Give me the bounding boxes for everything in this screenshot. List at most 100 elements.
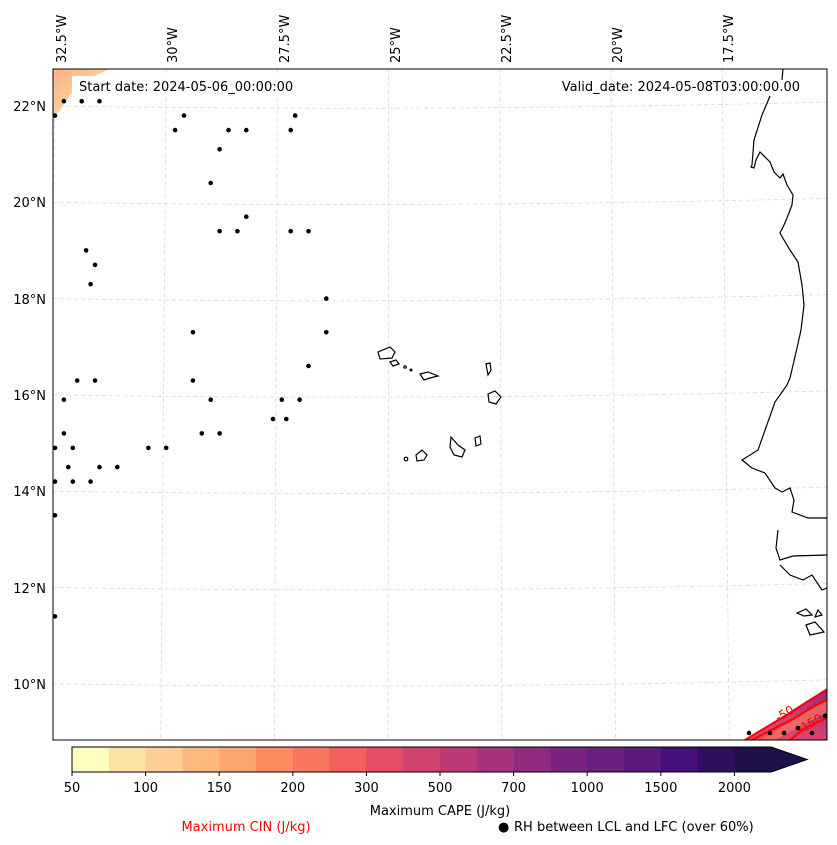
gridlines [53, 69, 827, 740]
parallel-gridline [53, 294, 827, 302]
rh-marker [190, 330, 196, 335]
rh-marker [97, 98, 102, 104]
cape-shading-se-band [760, 700, 827, 740]
cape-shading-nw [53, 69, 110, 118]
colorbar-cell [108, 747, 147, 772]
cin-contour-100 [751, 699, 827, 740]
rh-marker [181, 113, 187, 118]
rh-marker [146, 445, 151, 451]
cin-contour-50 [744, 689, 827, 740]
rh-marker [292, 113, 298, 118]
colorbar-cell [440, 747, 478, 772]
rh-marker [53, 445, 58, 451]
rh-marker [53, 614, 58, 619]
cape-verde-islands [377, 346, 502, 462]
valid-date-label: Valid_date: 2024-05-08T03:00:00.00 [562, 80, 800, 95]
island-boa-vista [487, 390, 502, 405]
island-sao-vicente [389, 359, 400, 367]
rh-marker [244, 214, 249, 219]
island-fogo [415, 449, 428, 462]
rh-marker [288, 228, 294, 234]
rh-marker [70, 445, 76, 451]
island-islet [409, 368, 413, 372]
colorbar-tick-label: 150 [207, 781, 232, 796]
colorbar-tick-label: 500 [428, 781, 453, 796]
latitude-labels: 22°N 20°N 18°N 16°N 14°N 12°N 10°N [13, 100, 46, 693]
colorbar-cell [403, 747, 441, 772]
colorbar-cell [256, 747, 294, 772]
colorbar-cell [292, 747, 331, 772]
island-brava [403, 456, 409, 462]
coastline-gambia [775, 529, 827, 561]
colorbar-cell [329, 747, 367, 772]
coastline-mauritania-senegal [740, 69, 827, 519]
rh-marker [279, 397, 285, 403]
rh-marker [235, 228, 240, 234]
rh-marker [70, 479, 76, 484]
rh-marker [244, 127, 249, 133]
colorbar-cell [476, 747, 515, 772]
rh-legend-symbol: ● [498, 820, 509, 835]
rh-marker [306, 228, 311, 234]
rh-marker [61, 98, 67, 104]
rh-marker [79, 98, 84, 104]
colorbar-extend-arrow [771, 747, 808, 772]
rh-marker [74, 378, 80, 383]
parallel-gridline [53, 486, 827, 494]
rh-marker [270, 416, 276, 422]
colorbar-cell [219, 747, 257, 772]
parallel-gridline [53, 101, 827, 109]
rh-markers [53, 98, 827, 736]
rh-marker [66, 464, 71, 470]
lat-label: 20°N [13, 196, 46, 211]
colorbar: 50 100 150 200 300 500 700 1000 1500 2000 Maximum… [64, 746, 809, 819]
colorbar-tick-label: 2000 [718, 781, 751, 796]
island-sal [485, 362, 492, 377]
lat-label: 12°N [13, 582, 46, 597]
rh-marker [767, 730, 773, 736]
parallel-gridline [53, 197, 827, 205]
colorbar-cell [145, 747, 183, 772]
start-date-label: Start date: 2024-05-06_00:00:00 [79, 80, 293, 95]
rh-marker [88, 479, 93, 484]
colorbar-title: Maximum CAPE (J/kg) [370, 804, 510, 819]
colorbar-tick-label: 50 [64, 781, 81, 796]
parallel-gridline [53, 390, 827, 398]
rh-marker [746, 730, 752, 736]
lat-label: 16°N [13, 389, 46, 404]
island-santiago [449, 435, 466, 458]
rh-marker [53, 513, 58, 518]
rh-marker [226, 127, 231, 133]
colorbar-outline [71, 746, 809, 773]
colorbar-cell [697, 747, 735, 772]
island-maio [474, 435, 482, 447]
lon-label: 32.5°W [55, 15, 70, 63]
colorbar-tick-label: 1500 [644, 781, 677, 796]
rh-marker [795, 725, 801, 731]
lat-label: 22°N [13, 100, 46, 115]
lon-label: 27.5°W [278, 15, 293, 63]
colorbar-cell [72, 747, 110, 772]
coastline-bijagos [795, 608, 826, 636]
rh-marker [163, 445, 169, 451]
colorbar-cell [182, 747, 220, 772]
coastline-guinea-bissau [779, 564, 827, 591]
rh-marker [324, 296, 329, 301]
colorbar-cell [660, 747, 699, 772]
rh-marker [190, 378, 196, 383]
parallel-gridline [53, 679, 827, 687]
island-sao-nicolau [419, 371, 440, 381]
lon-label: 17.5°W [722, 15, 737, 63]
colorbar-cell [550, 747, 588, 772]
map-frame [52, 68, 828, 741]
cin-contour-150 [789, 717, 827, 740]
cin-legend-label: Maximum CIN (J/kg) [181, 820, 310, 835]
rh-marker [61, 431, 67, 436]
rh-marker [809, 730, 815, 736]
rh-marker [217, 431, 222, 436]
rh-marker [53, 479, 58, 484]
start-date-box [72, 76, 312, 96]
african-coastline [740, 69, 827, 636]
rh-marker [61, 397, 67, 403]
